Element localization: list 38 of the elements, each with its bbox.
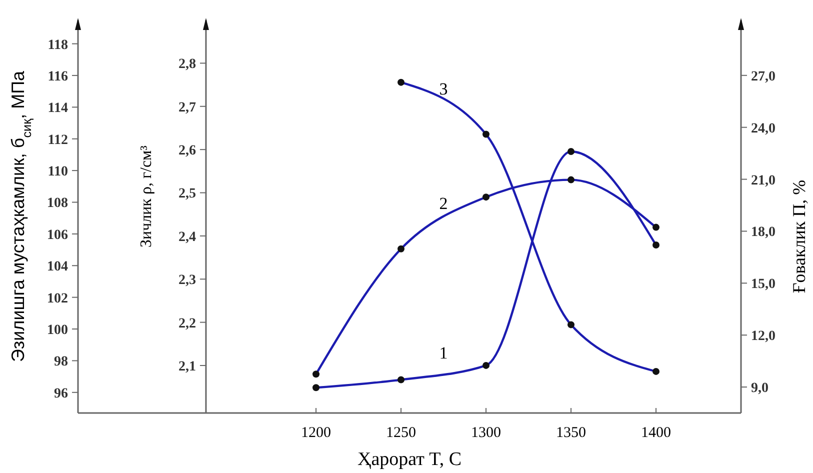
y2-tick-label: 2,3 bbox=[178, 273, 196, 288]
series-label: 1 bbox=[439, 344, 448, 363]
y2-tick-label: 2,8 bbox=[178, 57, 196, 72]
y3-tick-label: 15,0 bbox=[751, 277, 776, 292]
y-tick-label: 118 bbox=[48, 38, 68, 53]
y-tick-label: 100 bbox=[47, 323, 68, 338]
y-tick-label: 102 bbox=[47, 291, 68, 306]
y-tick-label: 104 bbox=[47, 260, 68, 275]
y2-tick-label: 2,1 bbox=[178, 359, 196, 374]
y-tick-label: 106 bbox=[47, 228, 68, 243]
series-label: 2 bbox=[439, 194, 448, 213]
y2-tick-label: 2,7 bbox=[178, 100, 196, 116]
y3-axis-title: Ғоваклик П, % bbox=[789, 180, 809, 294]
y2-tick-label: 2,4 bbox=[178, 230, 196, 245]
x-tick-label: 1250 bbox=[386, 425, 416, 441]
y-tick-label: 110 bbox=[48, 164, 68, 180]
y-tick-label: 98 bbox=[54, 354, 68, 370]
x-tick-label: 1400 bbox=[641, 425, 671, 441]
y3-tick-label: 18,0 bbox=[751, 225, 776, 240]
y-tick-label: 96 bbox=[54, 386, 68, 402]
y3-tick-label: 12,0 bbox=[751, 329, 776, 344]
y-tick-label: 112 bbox=[48, 132, 68, 148]
series-label: 3 bbox=[439, 79, 448, 98]
y3-tick-label: 27,0 bbox=[751, 69, 776, 84]
y2-tick-label: 2,6 bbox=[178, 144, 196, 159]
x-tick-label: 1300 bbox=[471, 425, 501, 441]
y3-tick-label: 21,0 bbox=[751, 173, 776, 188]
y-tick-label: 116 bbox=[48, 69, 68, 84]
x-tick-label: 1350 bbox=[556, 425, 586, 441]
y-tick-label: 108 bbox=[47, 196, 68, 212]
y2-tick-label: 2,5 bbox=[178, 186, 196, 202]
y3-tick-label: 24,0 bbox=[751, 121, 776, 136]
x-tick-label: 1200 bbox=[301, 425, 331, 441]
y2-tick-label: 2,2 bbox=[178, 316, 196, 332]
x-axis-title: Ҳарорат T, C bbox=[357, 449, 462, 470]
y-tick-label: 114 bbox=[48, 101, 68, 116]
y3-tick-label: 9,0 bbox=[751, 381, 768, 396]
y2-axis-title: Зичлик ρ, г/см³ bbox=[138, 145, 155, 248]
